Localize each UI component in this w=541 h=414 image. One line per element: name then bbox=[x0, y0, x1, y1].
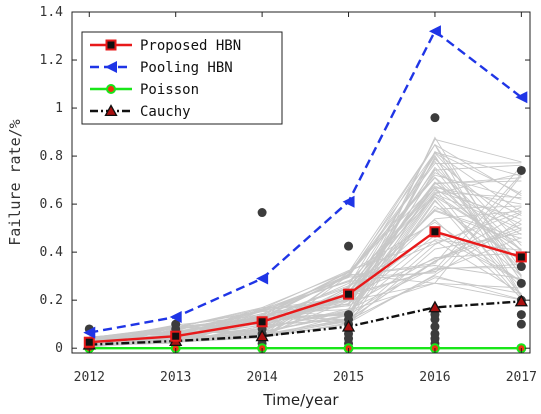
observed-point bbox=[516, 262, 526, 272]
legend-label: Pooling HBN bbox=[140, 60, 233, 76]
y-tick-label: 0.4 bbox=[40, 245, 64, 260]
legend-marker bbox=[104, 104, 118, 117]
sample-trajectory bbox=[89, 210, 522, 347]
x-axis-label: Time/year bbox=[262, 391, 339, 409]
observed-point bbox=[430, 113, 440, 123]
observed-point bbox=[430, 314, 440, 324]
legend-label: Proposed HBN bbox=[140, 38, 241, 54]
series-point bbox=[428, 300, 442, 313]
series-point bbox=[170, 330, 182, 342]
x-tick-label: 2016 bbox=[419, 370, 450, 385]
sample-trajectory bbox=[89, 195, 522, 342]
series-point bbox=[256, 272, 269, 285]
y-tick-label: 1.4 bbox=[40, 5, 64, 20]
y-tick-label: 0 bbox=[55, 341, 63, 356]
legend-marker bbox=[106, 84, 116, 94]
series-point bbox=[515, 91, 528, 104]
series-point bbox=[343, 288, 355, 300]
x-tick-label: 2014 bbox=[246, 370, 277, 385]
series-point bbox=[342, 195, 355, 208]
observed-point bbox=[257, 208, 267, 218]
observed-point bbox=[516, 278, 526, 288]
series-point bbox=[83, 336, 95, 348]
x-tick-label: 2013 bbox=[160, 370, 191, 385]
series-line bbox=[89, 29, 523, 334]
series-point bbox=[515, 251, 527, 263]
x-tick-label: 2012 bbox=[74, 370, 105, 385]
sample-trajectory bbox=[89, 187, 522, 338]
series-lines bbox=[82, 25, 528, 354]
sample-trajectory bbox=[89, 181, 522, 339]
y-tick-label: 1 bbox=[55, 101, 63, 116]
axis-ticks: 0 0.2 0.4 0.6 0.8 1 1.2 1.4 2012 2013 2014 2015 2016… bbox=[40, 5, 537, 385]
y-tick-label: 0.8 bbox=[40, 149, 63, 164]
sample-trajectory bbox=[89, 189, 522, 345]
series-point bbox=[428, 25, 441, 38]
series-point bbox=[83, 326, 96, 339]
plot-frame bbox=[71, 11, 531, 354]
legend: Proposed HBN Pooling HBN Poisson Cauchy bbox=[81, 31, 283, 125]
series-point bbox=[514, 294, 528, 307]
posterior-sample-lines bbox=[89, 136, 522, 348]
legend-marker bbox=[105, 39, 117, 51]
observed-point bbox=[344, 241, 354, 251]
series-point bbox=[169, 310, 182, 323]
legend-marker bbox=[105, 61, 117, 73]
series-point bbox=[256, 316, 268, 328]
sample-trajectory bbox=[89, 160, 522, 339]
sample-trajectory bbox=[89, 185, 522, 342]
sample-trajectory bbox=[89, 156, 522, 340]
series-point bbox=[341, 319, 356, 332]
series-point bbox=[429, 226, 441, 238]
sample-trajectory bbox=[89, 200, 522, 348]
observed-point bbox=[516, 310, 526, 320]
y-tick-label: 1.2 bbox=[40, 53, 63, 68]
sample-trajectory bbox=[89, 144, 522, 345]
series-point bbox=[255, 329, 269, 342]
sample-trajectory bbox=[89, 199, 522, 338]
y-tick-label: 0.6 bbox=[40, 197, 63, 212]
sample-trajectory bbox=[89, 190, 522, 345]
y-axis-label: Failure rate/% bbox=[6, 119, 24, 245]
sample-trajectory bbox=[89, 187, 522, 341]
x-tick-label: 2017 bbox=[506, 370, 537, 385]
y-tick-label: 0.2 bbox=[40, 293, 63, 308]
observed-point bbox=[516, 319, 526, 329]
x-tick-label: 2015 bbox=[333, 370, 364, 385]
legend-label: Cauchy bbox=[140, 104, 191, 120]
series-line bbox=[89, 230, 522, 344]
observed-point bbox=[430, 322, 440, 332]
sample-trajectory bbox=[89, 263, 522, 346]
observed-point bbox=[516, 165, 526, 175]
legend-label: Poisson bbox=[140, 82, 199, 98]
